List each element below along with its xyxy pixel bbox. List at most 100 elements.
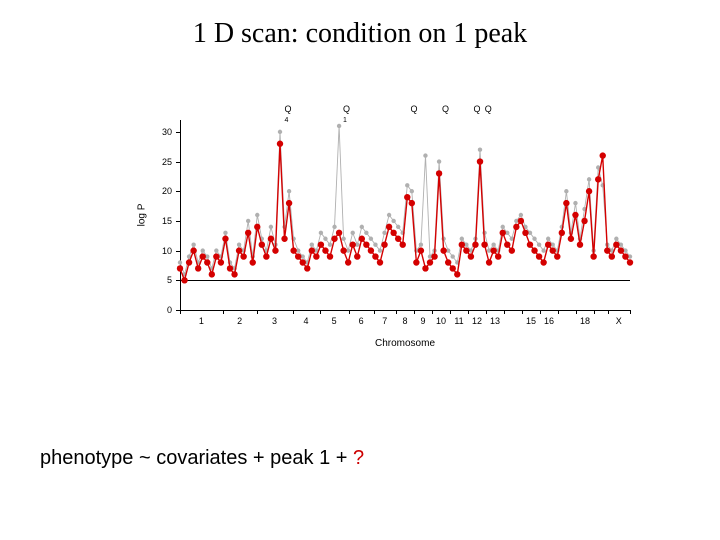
xtick [450,310,451,314]
series-marker [195,265,201,271]
series-marker [278,130,282,134]
scan-chart: log P Chromosome 051015202530 1234567891… [130,100,650,360]
series-marker [204,259,210,265]
series-marker [272,247,278,253]
series-marker [587,177,591,181]
series-marker [622,253,628,259]
series-marker [445,259,451,265]
series-marker [223,231,227,235]
series-marker [227,265,233,271]
chrom-label: 4 [303,316,308,326]
series-marker [518,218,524,224]
slide-title: 1 D scan: condition on 1 peak [0,18,720,50]
series-marker [263,253,269,259]
series-marker [491,242,495,246]
series-marker [213,253,219,259]
series-marker [600,152,606,158]
series-marker [545,241,551,247]
series-marker [540,259,546,265]
series-marker [222,236,228,242]
series-marker [236,247,242,253]
series-marker [209,271,215,277]
series-marker [290,247,296,253]
chrom-label: 10 [436,316,446,326]
xtick [257,310,258,314]
x-axis-label: Chromosome [180,338,630,349]
series-marker [614,237,618,241]
series-marker [513,224,519,230]
series-marker [404,194,410,200]
chrom-label: 16 [544,316,554,326]
ytick-label: 10 [162,246,172,256]
series-marker [500,230,506,236]
series-marker [613,241,619,247]
series-marker [363,241,369,247]
series-marker [463,247,469,253]
chrom-label: 6 [359,316,364,326]
series-marker [310,242,314,246]
series-marker [190,247,196,253]
series-marker [181,277,187,283]
chrom-label: 9 [420,316,425,326]
series-marker [360,225,364,229]
series-marker [377,259,383,265]
series-marker [387,213,391,217]
xtick [414,310,415,314]
series-marker [532,237,536,241]
xtick [504,310,505,314]
series-marker [477,158,483,164]
xtick [468,310,469,314]
xtick [522,310,523,314]
series-marker [554,253,560,259]
series-marker [440,247,446,253]
series-marker [436,170,442,176]
ytick-label: 25 [162,157,172,167]
series-marker [268,236,274,242]
xtick [540,310,541,314]
series-marker [287,189,291,193]
chrom-label: 18 [580,316,590,326]
series-marker [323,237,327,241]
series-marker [490,247,496,253]
series-marker [295,253,301,259]
series-marker [309,247,315,253]
series-marker [413,259,419,265]
x-axis [180,310,630,311]
series-marker [177,265,183,271]
series-marker [573,201,577,205]
ytick-label: 15 [162,216,172,226]
xtick [558,310,559,314]
xtick [432,310,433,314]
series-marker [237,242,241,246]
xtick [349,310,350,314]
series-marker [410,189,414,193]
formula-question: ? [353,447,364,469]
series-marker [495,253,501,259]
series-marker [595,176,601,182]
series-marker [609,253,615,259]
formula-prefix: phenotype ~ covariates + peak 1 + [40,447,353,469]
series-marker [459,241,465,247]
series-marker [531,247,537,253]
xtick [180,310,181,314]
series-marker [418,247,424,253]
series-marker [245,230,251,236]
xtick [223,310,224,314]
series-marker [286,200,292,206]
series-marker [478,147,482,151]
series-marker [269,225,273,229]
series-marker [468,253,474,259]
xtick [608,310,609,314]
series-marker [400,241,406,247]
xtick [320,310,321,314]
series-marker [537,242,541,246]
chrom-label: 11 [454,316,463,326]
series-marker [564,189,568,193]
series-marker [460,237,464,241]
chrom-label: 8 [402,316,407,326]
series-marker [277,141,283,147]
series-marker [381,241,387,247]
series-marker [336,230,342,236]
series-marker [259,241,265,247]
series-marker [546,237,550,241]
